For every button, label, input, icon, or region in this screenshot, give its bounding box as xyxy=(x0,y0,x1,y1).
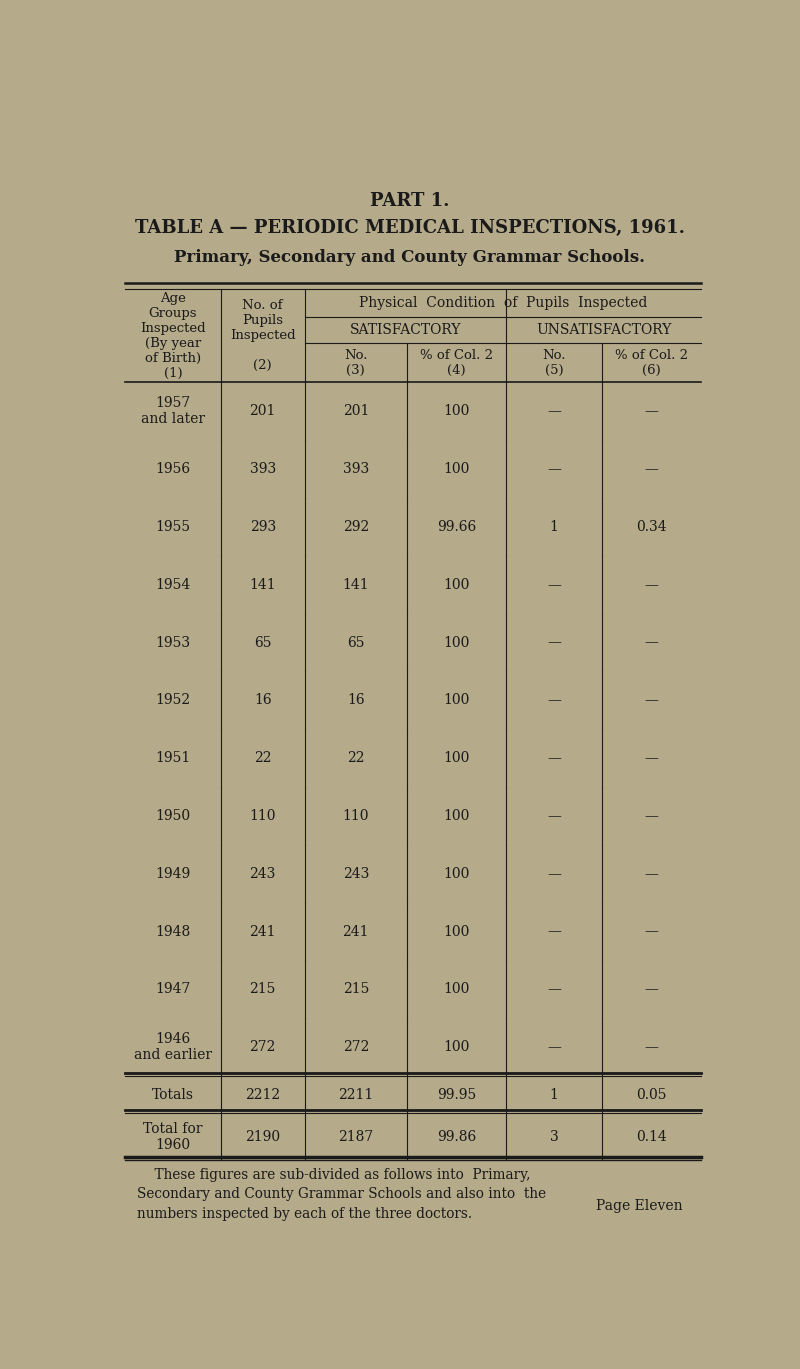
Text: 100: 100 xyxy=(443,983,470,997)
Text: —: — xyxy=(547,983,561,997)
Text: 110: 110 xyxy=(342,809,369,823)
Text: 2211: 2211 xyxy=(338,1087,374,1102)
Text: —: — xyxy=(547,809,561,823)
Text: 1952: 1952 xyxy=(155,693,190,708)
Text: 2190: 2190 xyxy=(245,1129,280,1143)
Text: 100: 100 xyxy=(443,693,470,708)
Text: 272: 272 xyxy=(250,1040,276,1054)
Text: —: — xyxy=(645,404,658,419)
Text: —: — xyxy=(547,924,561,939)
Text: No.
(5): No. (5) xyxy=(542,349,566,376)
Text: 393: 393 xyxy=(250,463,276,476)
Text: 2212: 2212 xyxy=(245,1087,280,1102)
Text: 1949: 1949 xyxy=(155,867,190,880)
Text: 110: 110 xyxy=(250,809,276,823)
Text: —: — xyxy=(547,578,561,591)
Text: —: — xyxy=(547,693,561,708)
Text: 1947: 1947 xyxy=(155,983,190,997)
Text: 16: 16 xyxy=(254,693,271,708)
Text: 243: 243 xyxy=(250,867,276,880)
Text: 1953: 1953 xyxy=(155,635,190,650)
Text: 141: 141 xyxy=(342,578,369,591)
Text: 99.66: 99.66 xyxy=(437,520,476,534)
Text: 243: 243 xyxy=(342,867,369,880)
Text: No.
(3): No. (3) xyxy=(344,349,367,376)
Text: 65: 65 xyxy=(254,635,271,650)
Text: 99.86: 99.86 xyxy=(437,1129,476,1143)
Text: 1957
and later: 1957 and later xyxy=(141,396,205,427)
Text: —: — xyxy=(547,752,561,765)
Text: —: — xyxy=(547,463,561,476)
Text: —: — xyxy=(645,809,658,823)
Text: —: — xyxy=(645,578,658,591)
Text: TABLE A — PERIODIC MEDICAL INSPECTIONS, 1961.: TABLE A — PERIODIC MEDICAL INSPECTIONS, … xyxy=(135,219,685,237)
Text: —: — xyxy=(645,983,658,997)
Text: SATISFACTORY: SATISFACTORY xyxy=(350,323,461,337)
Text: 272: 272 xyxy=(342,1040,369,1054)
Text: 1: 1 xyxy=(550,520,558,534)
Text: —: — xyxy=(645,752,658,765)
Text: —: — xyxy=(547,1040,561,1054)
Text: 1951: 1951 xyxy=(155,752,190,765)
Text: Age
Groups
Inspected
(By year
of Birth)
(1): Age Groups Inspected (By year of Birth) … xyxy=(140,292,206,379)
Text: PART 1.: PART 1. xyxy=(370,192,450,211)
Text: % of Col. 2
(4): % of Col. 2 (4) xyxy=(420,349,493,376)
Text: 215: 215 xyxy=(250,983,276,997)
Text: No. of
Pupils
Inspected

(2): No. of Pupils Inspected (2) xyxy=(230,298,295,372)
Text: 201: 201 xyxy=(342,404,369,419)
Text: —: — xyxy=(645,867,658,880)
Text: 100: 100 xyxy=(443,752,470,765)
Text: 65: 65 xyxy=(347,635,365,650)
Text: Physical  Condition  of  Pupils  Inspected: Physical Condition of Pupils Inspected xyxy=(359,296,647,309)
Text: 1956: 1956 xyxy=(155,463,190,476)
Text: These figures are sub-divided as follows into  Primary,
Secondary and County Gra: These figures are sub-divided as follows… xyxy=(138,1168,546,1221)
Text: Totals: Totals xyxy=(152,1087,194,1102)
Text: 141: 141 xyxy=(250,578,276,591)
Text: 1946
and earlier: 1946 and earlier xyxy=(134,1032,212,1062)
Text: 100: 100 xyxy=(443,463,470,476)
Text: 100: 100 xyxy=(443,867,470,880)
Text: —: — xyxy=(645,635,658,650)
Text: 100: 100 xyxy=(443,809,470,823)
Text: 241: 241 xyxy=(342,924,369,939)
Text: 100: 100 xyxy=(443,1040,470,1054)
Text: 1: 1 xyxy=(550,1087,558,1102)
Text: 393: 393 xyxy=(342,463,369,476)
Text: —: — xyxy=(645,463,658,476)
Text: 22: 22 xyxy=(254,752,271,765)
Text: 0.14: 0.14 xyxy=(637,1129,667,1143)
Text: 201: 201 xyxy=(250,404,276,419)
Text: 0.34: 0.34 xyxy=(637,520,667,534)
Text: —: — xyxy=(645,1040,658,1054)
Text: —: — xyxy=(547,404,561,419)
Text: 1955: 1955 xyxy=(155,520,190,534)
Text: 293: 293 xyxy=(250,520,276,534)
Text: 22: 22 xyxy=(347,752,365,765)
Text: 1954: 1954 xyxy=(155,578,190,591)
Text: 0.05: 0.05 xyxy=(637,1087,667,1102)
Text: 16: 16 xyxy=(347,693,365,708)
Text: 100: 100 xyxy=(443,578,470,591)
Text: —: — xyxy=(547,635,561,650)
Text: 2187: 2187 xyxy=(338,1129,374,1143)
Text: 1950: 1950 xyxy=(155,809,190,823)
Text: —: — xyxy=(645,693,658,708)
Text: UNSATISFACTORY: UNSATISFACTORY xyxy=(536,323,671,337)
Text: 100: 100 xyxy=(443,635,470,650)
Text: 1948: 1948 xyxy=(155,924,190,939)
Text: % of Col. 2
(6): % of Col. 2 (6) xyxy=(615,349,688,376)
Text: 292: 292 xyxy=(342,520,369,534)
Text: 241: 241 xyxy=(250,924,276,939)
Text: Primary, Secondary and County Grammar Schools.: Primary, Secondary and County Grammar Sc… xyxy=(174,249,646,266)
Text: 100: 100 xyxy=(443,404,470,419)
Text: 99.95: 99.95 xyxy=(437,1087,476,1102)
Text: Page Eleven: Page Eleven xyxy=(596,1199,682,1213)
Text: 100: 100 xyxy=(443,924,470,939)
Text: —: — xyxy=(547,867,561,880)
Text: —: — xyxy=(645,924,658,939)
Text: 215: 215 xyxy=(342,983,369,997)
Text: Total for
1960: Total for 1960 xyxy=(143,1121,202,1151)
Text: 3: 3 xyxy=(550,1129,558,1143)
